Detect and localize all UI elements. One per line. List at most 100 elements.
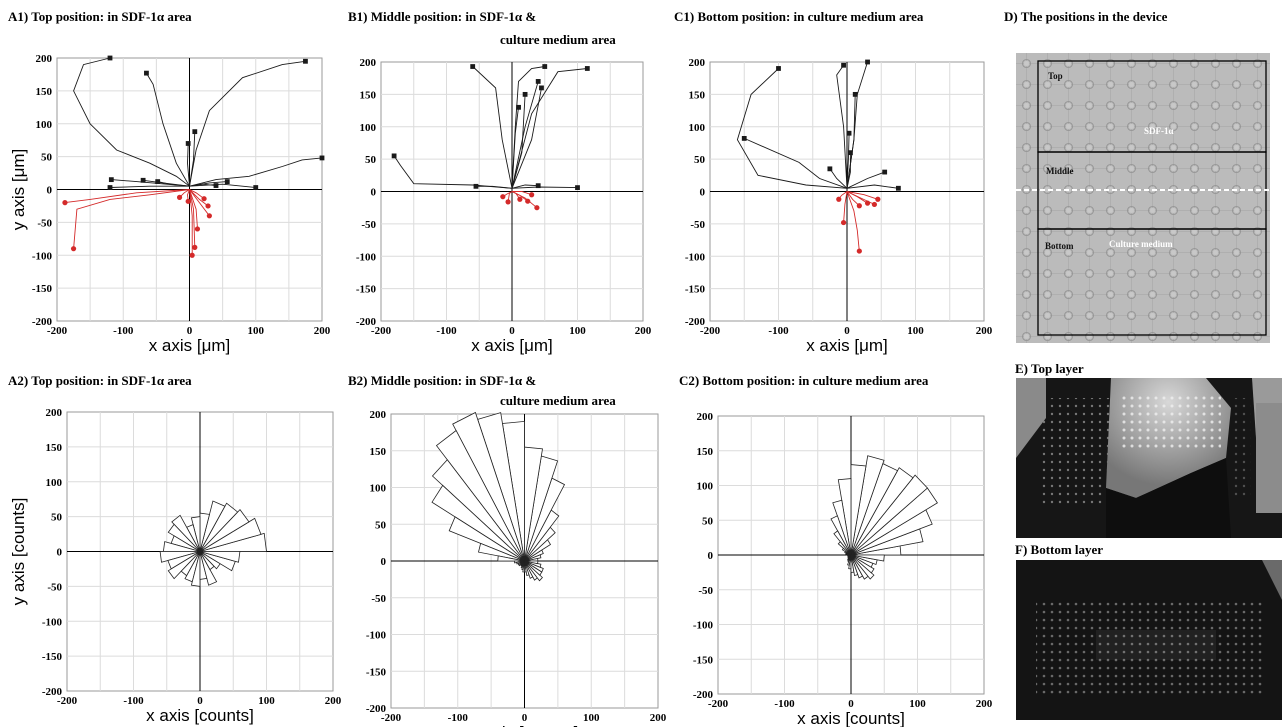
track-line-black: [73, 57, 190, 187]
x-axis-label: x axis [counts]: [797, 709, 905, 727]
y-tick-label: -100: [42, 616, 63, 628]
x-tick-label: 200: [650, 712, 667, 724]
plot-b1: 200 150 100 50 0 -50 -100 -150 -200-200 -100 0 100 2…: [356, 57, 652, 355]
y-tick-label: 150: [697, 446, 714, 458]
x-tick-label: -100: [123, 695, 144, 707]
track-line-red: [507, 191, 513, 202]
panel-d-title: D) The positions in the device: [1004, 9, 1168, 24]
y-axis-label: y axis [μm]: [9, 149, 28, 231]
track-line-black: [846, 133, 850, 189]
panel-b1-title-line2: culture medium area: [500, 32, 616, 47]
panel-a1-title: A1) Top position: in SDF-1α area: [8, 9, 192, 24]
y-tick-label: -200: [356, 316, 377, 328]
y-tick-label: -150: [32, 283, 53, 295]
y-tick-label: -150: [356, 284, 377, 296]
panel-c1-title: C1) Bottom position: in culture medium a…: [674, 9, 924, 24]
plot-c2: 200 150 100 50 0 -50 -100 -150 -200-200 -100 0 100 2…: [693, 411, 993, 727]
y-tick-label: 0: [47, 185, 53, 197]
x-axis-label: x axis [μm]: [806, 336, 888, 355]
y-tick-label: -100: [366, 630, 387, 642]
y-axis-label: y axis [counts]: [9, 498, 28, 606]
y-tick-label: 50: [365, 154, 377, 166]
track-endpoint-black: [155, 179, 161, 185]
device-micrograph: Top SDF-1α Middle Bottom Culture medium: [1016, 53, 1270, 343]
rose-wedge: [524, 560, 539, 565]
track-line-black: [511, 81, 539, 189]
y-tick-label: -50: [371, 593, 386, 605]
x-axis-label: x axis [counts]: [471, 723, 579, 727]
track-endpoint-red: [201, 196, 207, 202]
track-endpoint-black: [516, 104, 521, 110]
x-tick-label: 200: [976, 698, 993, 710]
x-tick-label: 100: [907, 325, 924, 337]
track-endpoint-black: [185, 141, 191, 146]
track-endpoint-red: [62, 200, 68, 206]
x-tick-label: 0: [522, 712, 528, 724]
track-endpoint-black: [584, 66, 590, 71]
track-endpoint-black: [848, 150, 853, 156]
y-tick-label: 0: [371, 187, 377, 199]
y-tick-label: -200: [693, 689, 714, 701]
track-endpoint-black: [253, 185, 259, 190]
x-axis-label: x axis [μm]: [471, 336, 553, 355]
y-tick-label: -100: [32, 250, 53, 262]
panel-f-title: F) Bottom layer: [1015, 542, 1104, 557]
track-endpoint-red: [836, 196, 842, 202]
rose-wedge: [199, 551, 241, 563]
y-tick-label: -50: [37, 217, 52, 229]
track-line-black: [187, 143, 190, 187]
track-line-red: [846, 191, 860, 207]
track-endpoint-red: [525, 198, 531, 204]
y-tick-label: 150: [370, 446, 387, 458]
x-tick-label: -200: [708, 698, 729, 710]
track-endpoint-black: [542, 64, 548, 69]
y-tick-label: -200: [32, 316, 53, 328]
y-tick-label: 100: [36, 119, 53, 131]
y-tick-label: -200: [685, 316, 706, 328]
track-endpoint-red: [505, 199, 511, 205]
track-line-black: [846, 171, 885, 189]
track-endpoint-black: [741, 136, 747, 141]
track-endpoint-red: [70, 246, 77, 252]
track-line-black: [511, 87, 542, 189]
track-line-black: [189, 183, 217, 187]
track-endpoint-black: [776, 66, 781, 71]
track-endpoint-red: [534, 205, 540, 211]
track-line-red: [846, 191, 860, 252]
x-tick-label: 200: [325, 695, 342, 707]
plot-c1: 200 150 100 50 0 -50 -100 -150 -200-200 -100 0 100 2…: [685, 57, 993, 355]
track-endpoint-black: [827, 166, 833, 172]
track-endpoint-black: [575, 185, 580, 191]
track-line-red: [189, 189, 193, 256]
rose-wedge: [497, 555, 525, 562]
track-endpoint-black: [895, 185, 901, 191]
y-tick-label: 200: [689, 57, 706, 69]
bottom-region-box: [1037, 228, 1267, 336]
panel-a2-title: A2) Top position: in SDF-1α area: [8, 373, 192, 388]
rose-wedge: [850, 554, 885, 562]
track-endpoint-black: [852, 91, 858, 97]
y-tick-label: 100: [370, 483, 387, 495]
track-line-black: [111, 179, 190, 187]
x-tick-label: -200: [371, 325, 392, 337]
track-endpoint-black: [539, 85, 544, 91]
x-tick-label: -200: [700, 325, 721, 337]
y-tick-label: 150: [46, 442, 63, 454]
track-line-black: [472, 66, 513, 189]
x-tick-label: 200: [635, 325, 652, 337]
track-line-black: [109, 185, 190, 188]
y-tick-label: 50: [694, 154, 706, 166]
x-tick-label: -100: [768, 325, 789, 337]
label-top: Top: [1048, 71, 1063, 81]
y-tick-label: 200: [370, 409, 387, 421]
y-tick-label: 0: [708, 550, 714, 562]
x-tick-label: -100: [774, 698, 795, 710]
track-line-black: [836, 64, 848, 189]
y-tick-label: 50: [51, 512, 63, 524]
track-line-red: [189, 189, 196, 248]
plot-a1: 200 150 100 50 0 -50 -100 -150 -200-200 -100 0 100 2…: [9, 53, 331, 355]
y-tick-label: -150: [685, 284, 706, 296]
track-line-red: [512, 191, 532, 196]
plot-a2: 200 150 100 50 0 -50 -100 -150 -200-200 -100 0 100 2…: [9, 407, 342, 725]
x-axis-label: x axis [μm]: [149, 336, 231, 355]
